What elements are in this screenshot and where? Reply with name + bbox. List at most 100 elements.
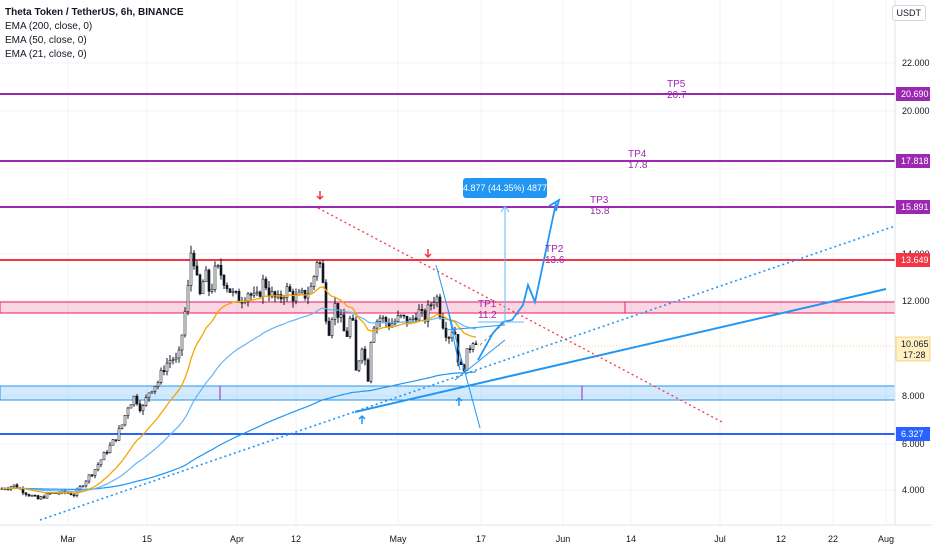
candle-body xyxy=(318,262,322,264)
candle xyxy=(117,425,121,441)
candle xyxy=(258,290,262,298)
candle-body xyxy=(285,286,289,298)
candle xyxy=(465,348,469,371)
candle xyxy=(225,282,229,293)
projection-arrowhead xyxy=(548,198,561,212)
legend-ema200[interactable]: EMA (200, close, 0) xyxy=(5,21,93,32)
candle xyxy=(426,300,430,328)
legend-ema21[interactable]: EMA (21, close, 0) xyxy=(5,49,87,60)
candle xyxy=(351,314,355,322)
legend: Theta Token / TetherUS, 6h, BINANCE EMA … xyxy=(5,6,184,62)
candle-body xyxy=(261,278,265,297)
candle-body xyxy=(345,330,349,337)
candle-body xyxy=(165,362,169,372)
candle xyxy=(90,473,94,478)
candle-body xyxy=(159,370,163,383)
candle-body xyxy=(279,294,283,300)
red-arrow-down-icon xyxy=(316,191,324,201)
candle-body xyxy=(153,386,157,392)
candle xyxy=(30,494,34,497)
candle xyxy=(333,296,337,326)
candle-body xyxy=(351,317,355,321)
price-level-badge xyxy=(896,253,930,267)
price-level-badge xyxy=(896,154,930,168)
candle-body xyxy=(93,469,97,476)
candle xyxy=(429,302,433,311)
candle xyxy=(342,308,346,332)
candle xyxy=(201,279,205,295)
candle xyxy=(459,358,463,365)
price-tick-label: 12.000 xyxy=(902,296,930,306)
candle-body xyxy=(186,285,190,312)
candle xyxy=(93,469,97,479)
wedge-line xyxy=(454,339,506,381)
candle-body xyxy=(96,464,100,470)
candle xyxy=(384,315,388,328)
candle xyxy=(135,393,139,406)
ascending-support-trendline xyxy=(354,288,887,413)
wedge-line xyxy=(447,309,461,371)
price-level-badge-text: 15.891 xyxy=(901,202,929,212)
candle xyxy=(300,287,304,294)
candle xyxy=(105,449,109,456)
candle xyxy=(228,288,232,293)
candle xyxy=(309,282,313,295)
candle xyxy=(81,485,85,488)
candle xyxy=(315,260,319,281)
candle-body xyxy=(267,287,271,297)
candle-body xyxy=(180,334,184,351)
candle-body xyxy=(30,494,34,497)
candle-body xyxy=(240,301,244,304)
candle xyxy=(231,287,235,297)
candle-body xyxy=(201,281,205,295)
candle-body xyxy=(108,444,112,454)
candle xyxy=(363,346,367,366)
time-tick-label: 14 xyxy=(626,534,636,544)
candle-body xyxy=(150,390,154,394)
candle-body xyxy=(405,315,409,325)
candle-body xyxy=(309,286,313,295)
candle xyxy=(180,334,184,357)
candle xyxy=(177,346,181,363)
candle-body xyxy=(135,395,139,405)
candle xyxy=(348,315,352,339)
candle-body xyxy=(246,293,250,302)
candle xyxy=(318,260,322,269)
candle-body xyxy=(168,360,172,364)
ema-21-line xyxy=(1,286,477,494)
candle xyxy=(435,294,439,308)
candle-body xyxy=(426,304,430,322)
measure-badge: 4.877 (44.35%) 4877 xyxy=(463,178,547,198)
candle xyxy=(321,259,325,284)
ascending-dotted-trendline xyxy=(39,225,896,521)
candle-body xyxy=(126,407,130,416)
ema-50-line xyxy=(1,307,477,492)
candle-body xyxy=(252,292,256,296)
candle xyxy=(330,317,334,339)
wedge-line xyxy=(435,264,481,429)
candle-body xyxy=(237,291,241,303)
currency-button[interactable]: USDT xyxy=(891,5,926,21)
candle-body xyxy=(357,360,361,371)
candle-body xyxy=(156,382,160,387)
candle xyxy=(99,459,103,468)
candle xyxy=(219,258,223,280)
candle xyxy=(132,395,136,407)
candle xyxy=(432,296,436,310)
candle-body xyxy=(12,484,16,488)
candle-body xyxy=(90,474,94,477)
candle-body xyxy=(183,311,187,336)
legend-ema50[interactable]: EMA (50, close, 0) xyxy=(5,35,87,46)
tp-name-label: TP1 xyxy=(478,299,497,310)
time-tick-label: Jul xyxy=(714,534,726,544)
candle xyxy=(195,261,199,276)
candle xyxy=(111,439,115,446)
candle xyxy=(285,282,289,302)
candle xyxy=(447,335,451,344)
candle-body xyxy=(264,278,268,289)
price-tick-label: 22.000 xyxy=(902,58,930,68)
tp-value-label: 20.7 xyxy=(667,90,687,101)
candle-body xyxy=(105,451,109,454)
candle-body xyxy=(102,451,106,461)
